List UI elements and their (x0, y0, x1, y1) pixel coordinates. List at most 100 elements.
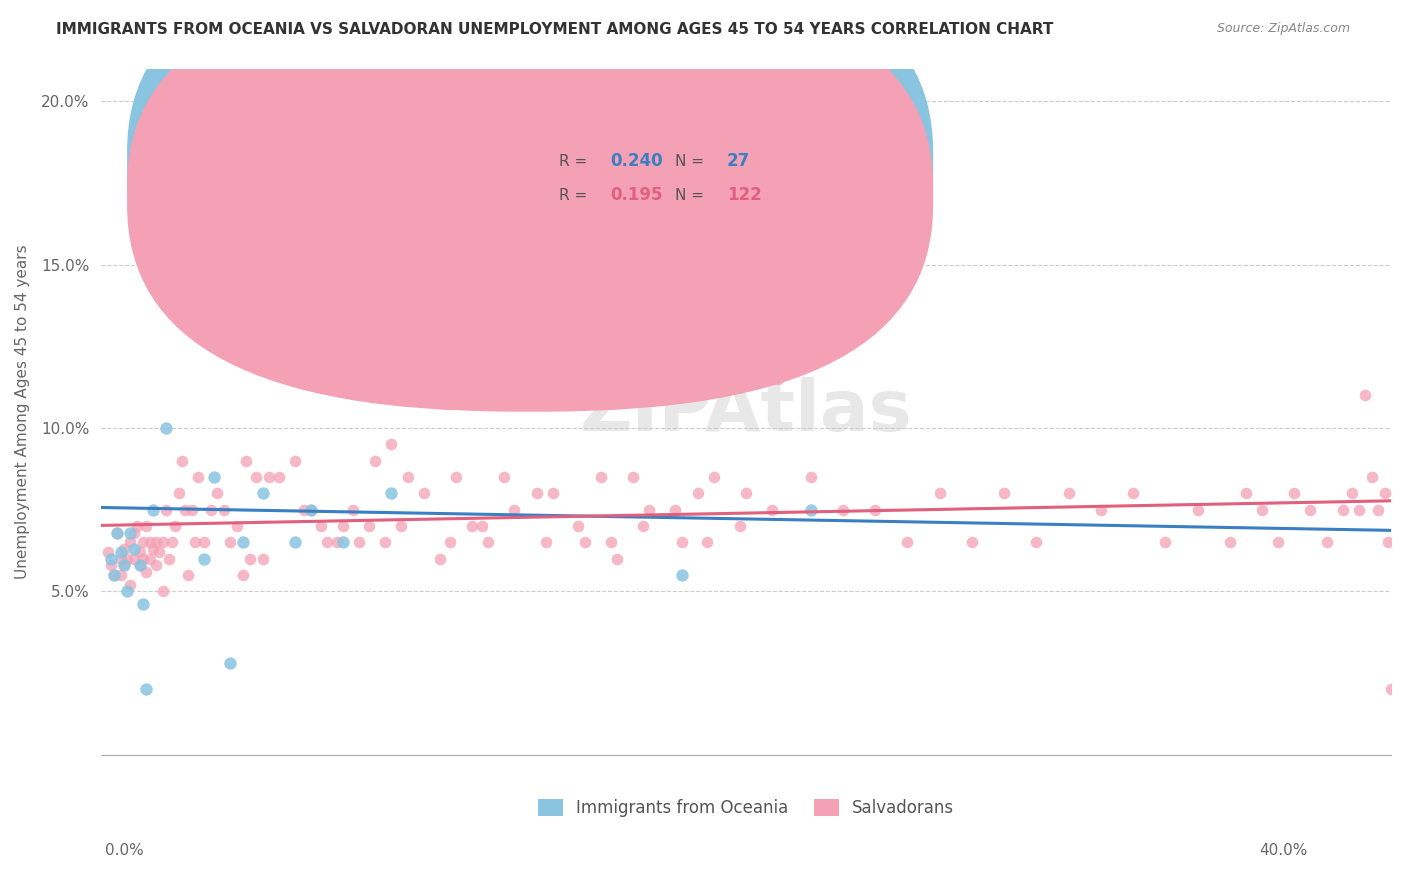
Text: 40.0%: 40.0% (1260, 843, 1308, 858)
Point (170, 453, 193, 467)
Point (135, 519, 157, 533)
Point (219, 657, 242, 671)
Point (761, 502, 783, 516)
Point (380, 486, 402, 500)
Point (1267, 535, 1289, 549)
Point (115, 551, 138, 566)
Point (342, 502, 364, 516)
Point (357, 519, 380, 533)
Text: N =: N = (675, 188, 709, 203)
Point (235, 453, 257, 467)
Text: R =: R = (560, 188, 592, 203)
Point (135, 682, 157, 697)
Point (960, 535, 983, 549)
Point (187, 297, 209, 311)
Point (800, 470, 823, 484)
Point (97, 545, 120, 559)
Point (1057, 486, 1080, 500)
Point (160, 111, 183, 125)
Text: N =: N = (675, 153, 709, 169)
Point (309, 519, 332, 533)
Point (380, 437, 402, 451)
Point (599, 535, 621, 549)
Point (671, 535, 693, 549)
Point (138, 551, 160, 566)
Point (509, 274, 531, 288)
Point (112, 558, 135, 573)
Point (735, 486, 758, 500)
Point (107, 525, 129, 540)
Point (1379, 682, 1402, 697)
Point (152, 584, 174, 599)
Point (1374, 486, 1396, 500)
Point (494, 470, 516, 484)
Point (1354, 388, 1376, 402)
Text: 0.195: 0.195 (610, 186, 664, 204)
Point (412, 486, 434, 500)
Point (728, 519, 751, 533)
Point (1299, 502, 1322, 516)
Point (120, 578, 142, 592)
Point (439, 535, 461, 549)
Point (703, 470, 725, 484)
Point (406, 339, 429, 353)
Point (125, 519, 148, 533)
Text: IMMIGRANTS FROM OCEANIA VS SALVADORAN UNEMPLOYMENT AMONG AGES 45 TO 54 YEARS COR: IMMIGRANTS FROM OCEANIA VS SALVADORAN UN… (56, 22, 1053, 37)
Point (110, 568, 132, 582)
Point (768, 372, 790, 386)
Point (325, 535, 347, 549)
Point (110, 551, 132, 566)
Point (184, 535, 207, 549)
Point (170, 176, 193, 190)
FancyBboxPatch shape (127, 0, 934, 412)
Point (132, 598, 155, 612)
Point (232, 535, 254, 549)
Point (1315, 535, 1337, 549)
FancyBboxPatch shape (127, 0, 934, 377)
Point (332, 535, 354, 549)
Y-axis label: Unemployment Among Ages 45 to 54 years: Unemployment Among Ages 45 to 54 years (15, 244, 30, 579)
Point (200, 502, 222, 516)
Point (503, 502, 526, 516)
Legend: Immigrants from Oceania, Salvadorans: Immigrants from Oceania, Salvadorans (531, 792, 960, 823)
Point (316, 535, 339, 549)
Point (115, 584, 138, 599)
Point (1284, 486, 1306, 500)
Point (567, 519, 589, 533)
Point (1187, 502, 1209, 516)
Point (122, 525, 145, 540)
Point (202, 470, 225, 484)
Point (800, 502, 823, 516)
Point (160, 535, 183, 549)
Point (1090, 502, 1112, 516)
Point (461, 519, 484, 533)
Point (239, 551, 262, 566)
Point (299, 502, 322, 516)
Point (187, 470, 209, 484)
Point (120, 525, 142, 540)
Point (145, 558, 167, 573)
Point (928, 486, 950, 500)
Point (132, 535, 155, 549)
FancyBboxPatch shape (484, 130, 858, 233)
Point (110, 545, 132, 559)
Point (374, 535, 396, 549)
Point (225, 519, 247, 533)
Point (1367, 502, 1389, 516)
Point (112, 541, 135, 556)
Point (157, 551, 180, 566)
Point (129, 558, 152, 573)
Point (103, 568, 125, 582)
Point (429, 551, 451, 566)
Point (267, 470, 290, 484)
Point (1025, 535, 1047, 549)
Point (152, 535, 174, 549)
Point (284, 535, 307, 549)
Point (132, 551, 155, 566)
Point (526, 486, 548, 500)
Point (142, 502, 165, 516)
Point (1219, 535, 1241, 549)
Point (180, 502, 202, 516)
Point (863, 502, 886, 516)
Point (686, 486, 709, 500)
